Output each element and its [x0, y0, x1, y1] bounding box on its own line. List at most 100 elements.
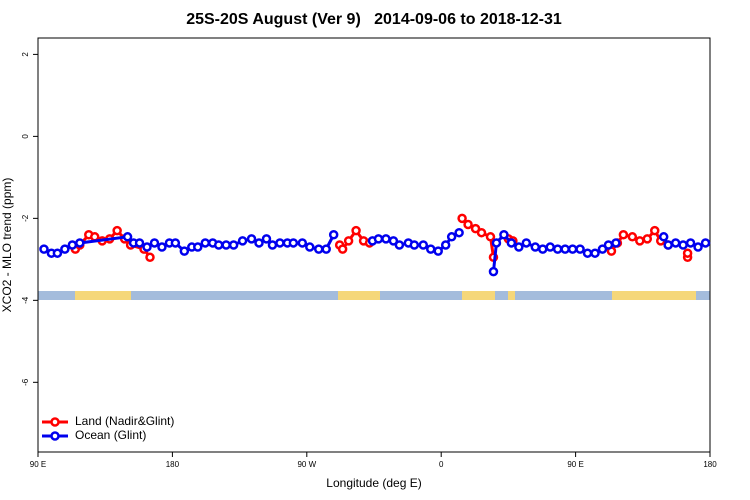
legend-label: Land (Nadir&Glint) — [75, 414, 174, 428]
point — [491, 238, 502, 248]
point — [388, 236, 399, 246]
point — [575, 244, 585, 254]
x-axis-label: Longitude (deg E) — [326, 476, 421, 490]
point — [112, 225, 122, 236]
point — [530, 242, 541, 252]
point — [603, 240, 614, 250]
point — [552, 244, 563, 254]
point — [52, 248, 63, 258]
point — [328, 230, 339, 240]
x-tick-label: 90 E — [30, 460, 46, 469]
y-tick-label: -6 — [21, 378, 30, 386]
point — [179, 246, 190, 256]
point — [545, 242, 555, 252]
point — [537, 244, 548, 254]
point — [678, 240, 688, 250]
point — [122, 232, 133, 242]
point — [221, 240, 231, 250]
point — [373, 234, 384, 244]
point — [157, 242, 167, 252]
point — [418, 240, 429, 250]
point — [463, 219, 473, 230]
chart-title: 25S-20S August (Ver 9) 2014-09-06 to 201… — [186, 11, 562, 28]
legend-marker — [50, 417, 60, 427]
point — [425, 244, 436, 254]
point — [670, 238, 681, 248]
land-band — [75, 291, 131, 300]
point — [275, 238, 285, 248]
point — [200, 238, 211, 248]
point — [39, 244, 49, 254]
point — [351, 225, 361, 236]
point — [658, 232, 669, 242]
x-tick-label: 0 — [439, 460, 444, 469]
legend-marker — [50, 431, 60, 441]
point — [627, 232, 638, 242]
point — [663, 240, 673, 250]
point — [457, 213, 467, 224]
point — [693, 242, 703, 252]
point — [67, 240, 78, 250]
point — [521, 238, 532, 248]
point — [700, 238, 711, 248]
point — [618, 230, 629, 240]
point — [237, 236, 248, 246]
point — [261, 234, 272, 244]
point — [75, 238, 85, 248]
point — [297, 238, 308, 248]
y-tick-label: -2 — [21, 214, 30, 222]
point — [590, 248, 600, 258]
y-tick-label: 0 — [21, 134, 30, 139]
point — [506, 238, 517, 248]
x-tick-label: 180 — [703, 460, 717, 469]
x-tick-label: 90 W — [297, 460, 316, 469]
point — [321, 244, 331, 254]
point — [246, 234, 257, 244]
land-band — [508, 291, 515, 300]
point — [145, 252, 155, 263]
point — [514, 242, 524, 252]
point — [567, 244, 578, 254]
point — [305, 242, 315, 252]
point — [433, 246, 443, 256]
point — [228, 240, 239, 250]
point — [635, 236, 645, 246]
land-band — [612, 291, 696, 300]
point — [611, 238, 621, 248]
point — [254, 238, 264, 248]
point — [337, 244, 348, 254]
y-tick-label: -4 — [21, 296, 30, 304]
land-ocean-band — [38, 291, 710, 300]
point — [343, 236, 354, 246]
point — [476, 227, 487, 238]
point — [149, 238, 160, 248]
x-tick-label: 180 — [166, 460, 180, 469]
point — [470, 223, 481, 234]
point — [649, 225, 660, 236]
point — [409, 240, 420, 250]
point — [682, 248, 693, 258]
point — [485, 232, 496, 242]
point — [213, 240, 224, 250]
point — [597, 244, 608, 254]
point — [381, 234, 391, 244]
x-tick-label: 90 E — [567, 460, 583, 469]
point — [685, 238, 696, 248]
point — [313, 244, 324, 254]
point — [170, 238, 181, 248]
plot-frame — [37, 37, 711, 453]
point — [642, 234, 653, 244]
land-band — [338, 291, 380, 300]
legend-label: Ocean (Glint) — [75, 428, 146, 442]
point — [440, 240, 451, 250]
point — [499, 230, 509, 240]
point — [267, 240, 278, 250]
point — [582, 248, 593, 258]
point — [488, 266, 499, 277]
y-axis-label: XCO2 - MLO trend (ppm) — [0, 178, 14, 313]
point — [560, 244, 570, 254]
land-band — [462, 291, 495, 300]
point — [142, 242, 152, 252]
y-tick-label: 2 — [21, 52, 30, 57]
point — [454, 227, 464, 238]
